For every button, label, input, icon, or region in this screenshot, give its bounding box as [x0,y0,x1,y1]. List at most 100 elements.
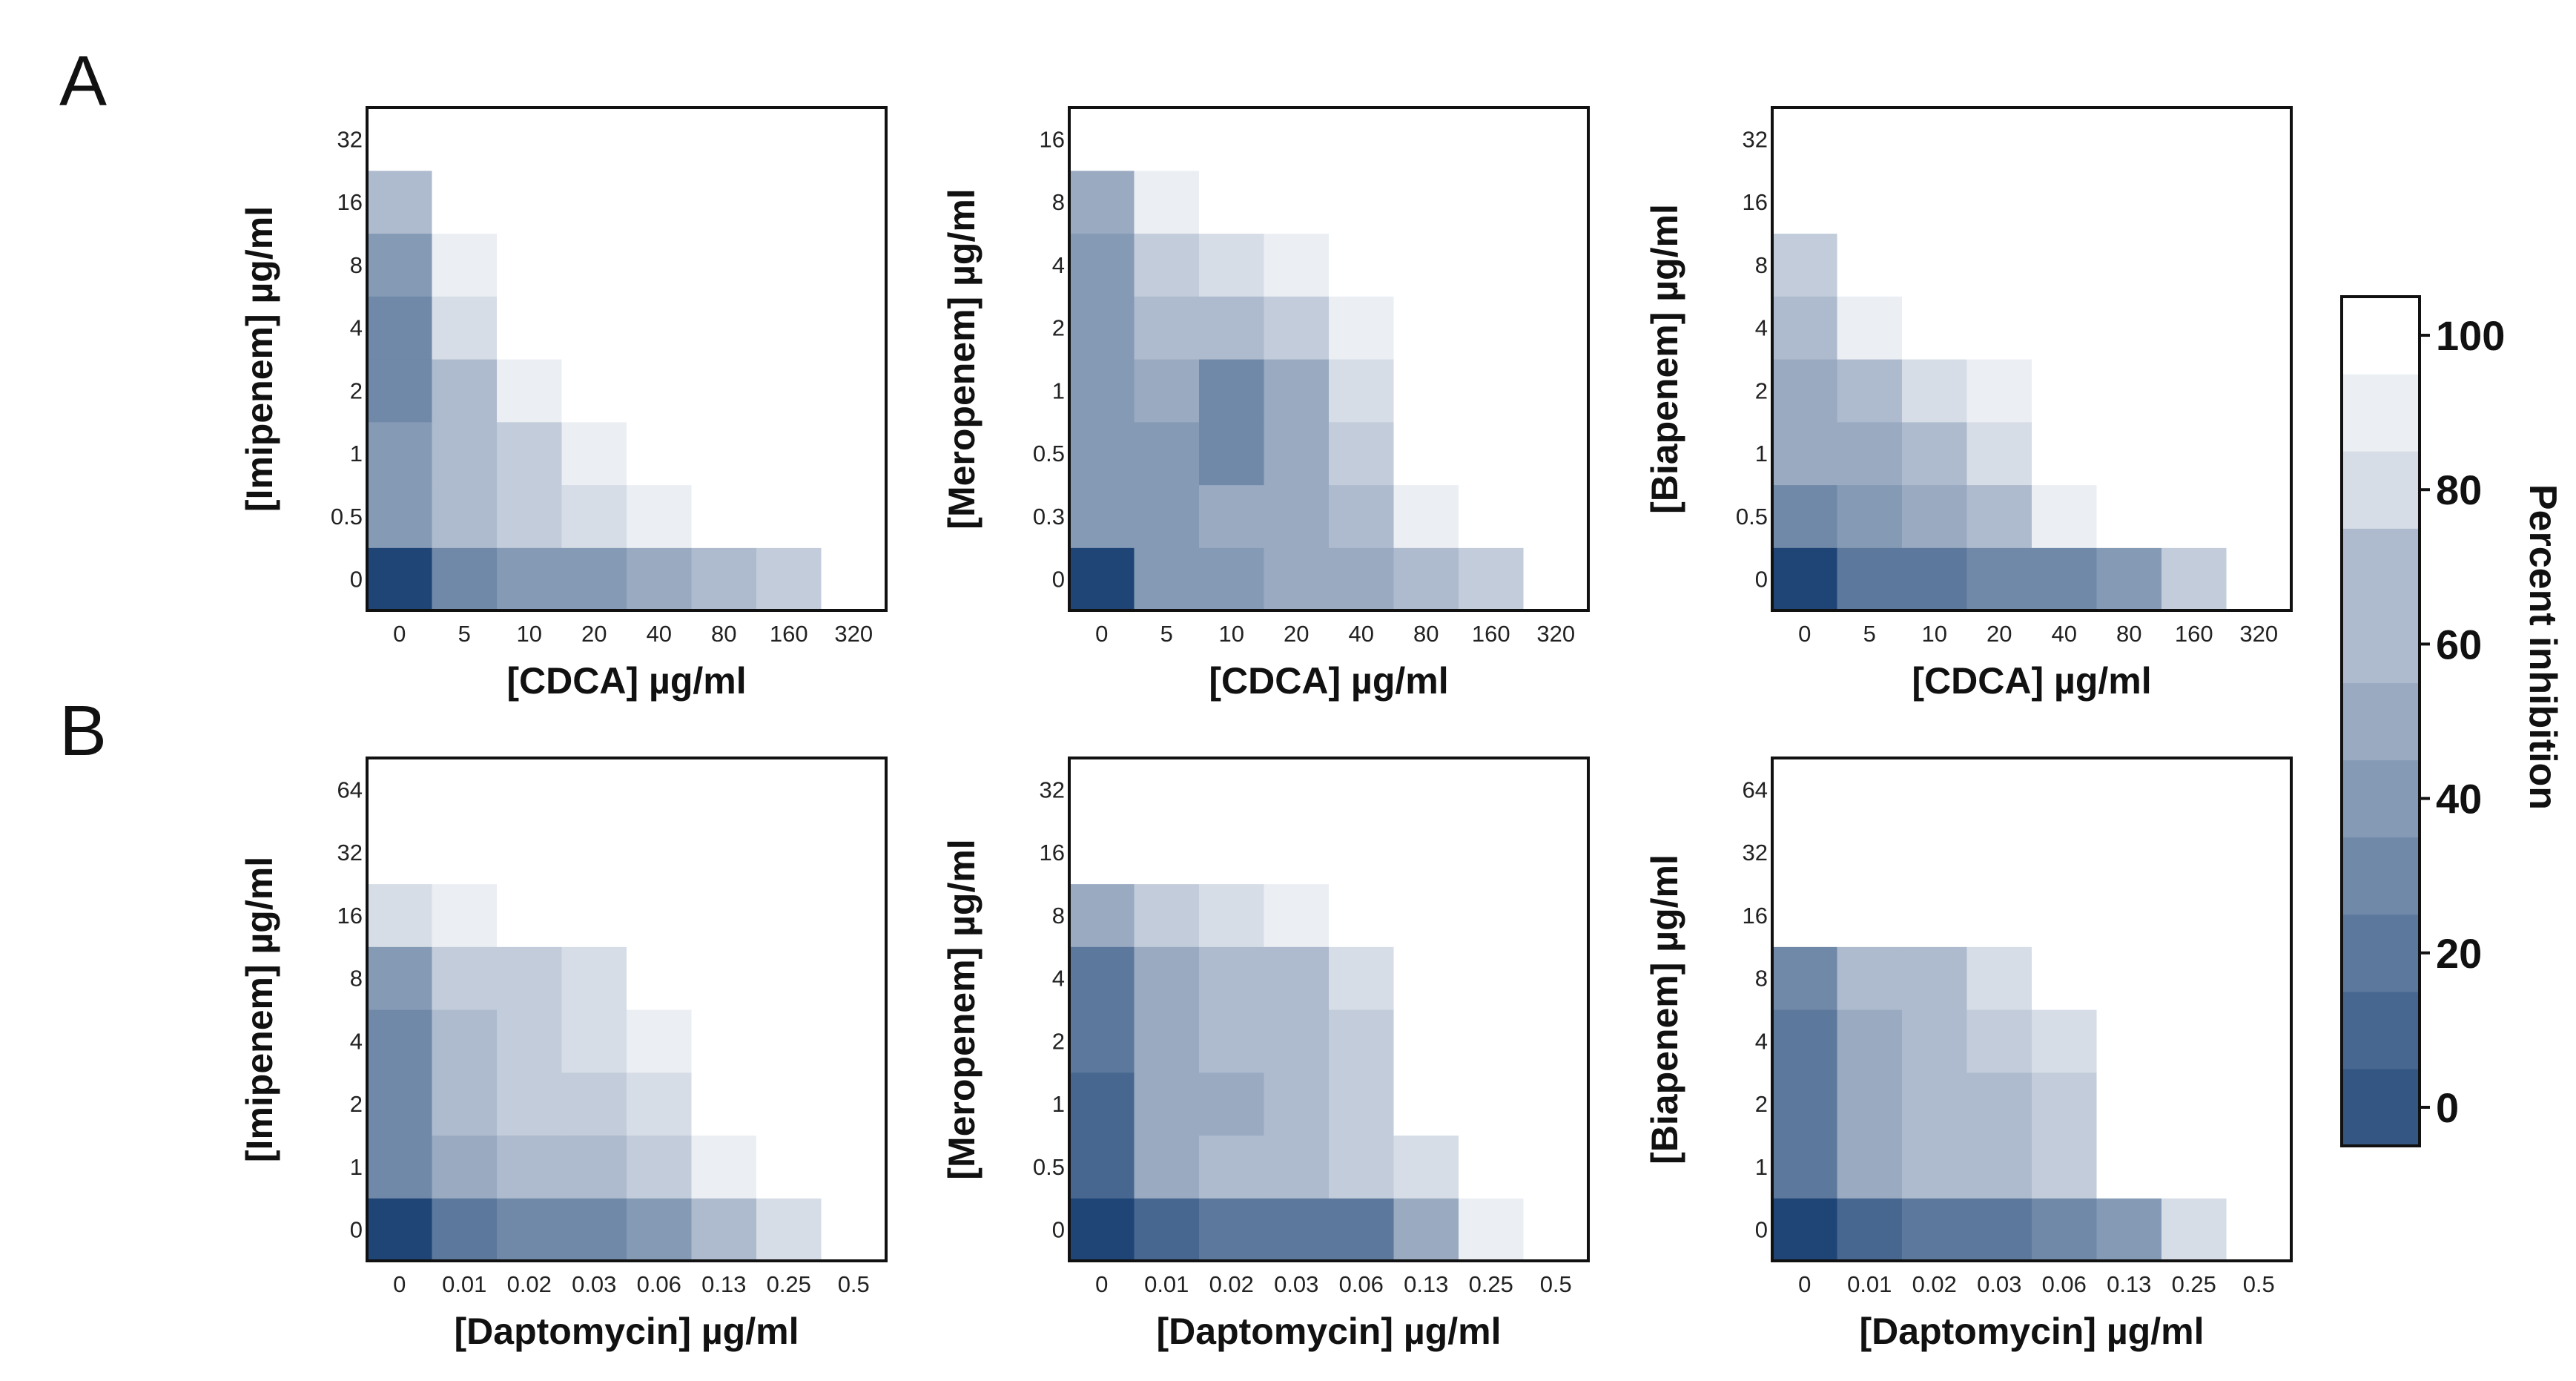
heatmap-cell [1393,883,1459,947]
heatmap-cell [1134,758,1200,822]
heatmap-cell [1069,547,1135,611]
heatmap-cell [627,233,693,297]
heatmap-cell [1523,484,1589,548]
heatmap-cell [2226,1009,2292,1073]
heatmap-cell [432,1198,498,1262]
heatmap-cell [1134,1198,1200,1262]
heatmap-cell [1902,1072,1968,1136]
heatmap-cell [1772,170,1838,234]
heatmap-cell [1902,758,1968,822]
colorbar-tick-label: 100 [2436,312,2505,359]
y-tick-label: 4 [1052,252,1065,278]
heatmap-cell [1069,359,1135,423]
heatmap-cell [756,421,822,486]
heatmap-cell [1069,108,1135,171]
heatmap-cell [1134,820,1200,885]
heatmap-cell [691,296,757,360]
heatmap-cell [1329,946,1395,1010]
heatmap-cell [1523,883,1589,947]
heatmap-cell [1393,1009,1459,1073]
y-tick-label: 16 [337,903,363,929]
heatmap-cell [1393,1135,1459,1199]
y-tick-label: 0 [1755,1217,1768,1243]
heatmap-cell [2032,1072,2098,1136]
heatmap-cell [691,1072,757,1136]
heatmap-cell [1393,547,1459,611]
heatmap-cell [367,547,433,611]
heatmap-cell [497,484,563,548]
heatmap-cell [2096,233,2162,297]
heatmap-cell [1134,359,1200,423]
heatmap-cell [2032,359,2098,423]
heatmap-cell [1069,484,1135,548]
heatmap-cell [2226,233,2292,297]
heatmap-cell [367,359,433,423]
x-tick-label: 80 [2116,621,2141,647]
heatmap-cell [627,547,693,611]
heatmap-cell [1264,946,1330,1010]
heatmap-cell [1329,359,1395,423]
heatmap-cell [1134,296,1200,360]
heatmap-cell [432,484,498,548]
x-axis-label: [Daptomycin] µg/ml [1860,1311,2205,1352]
heatmap-cell [1134,883,1200,947]
heatmap-cell [1772,1198,1838,1262]
heatmap-cell [1902,946,1968,1010]
heatmap-cell [1772,359,1838,423]
heatmap-cell [561,1072,627,1136]
heatmap-cell [2161,484,2227,548]
heatmap-cell [1069,421,1135,486]
x-tick-label: 0.25 [1469,1271,1513,1297]
heatmap-cell [367,820,433,885]
heatmap-cell [2096,108,2162,171]
x-tick-label: 320 [834,621,873,647]
heatmap-b3: 0 0.01 0.02 0.03 0.06 0.13 0.25 0.5 0 1 2 4 8 16 32 64 [… [1644,757,2293,1352]
heatmap-cell [627,1198,693,1262]
heatmap-cell [1329,758,1395,822]
heatmap-cell [691,1198,757,1262]
x-tick-label: 40 [1349,621,1374,647]
heatmap-cell [497,1135,563,1199]
panel-letter-b: B [59,691,107,771]
heatmap-cell [756,1009,822,1073]
heatmap-cell [1966,547,2032,611]
colorbar: 0 20 40 60 80 100 Percent inhibition [2340,295,2564,1147]
x-tick-label: 40 [2052,621,2077,647]
heatmap-cell [1902,296,1968,360]
heatmap-cell [1837,484,1903,548]
x-tick-label: 160 [1472,621,1510,647]
x-tick-label: 20 [581,621,607,647]
x-tick-label: 0.06 [2042,1271,2087,1297]
x-axis-label: [CDCA] µg/ml [506,660,746,702]
heatmap-cell [821,233,887,297]
x-tick-label: 5 [458,621,471,647]
heatmap-cell [1199,946,1265,1010]
y-tick-label: 0.5 [331,504,363,530]
heatmap-cell [821,296,887,360]
x-axis-label: [Daptomycin] µg/ml [455,1311,799,1352]
heatmap-cell [2226,359,2292,423]
heatmap-cell [561,359,627,423]
heatmap-cell [1523,547,1589,611]
heatmap-cell [1199,1198,1265,1262]
heatmap-cell [432,1009,498,1073]
y-tick-label: 32 [1743,126,1768,152]
heatmap-cell [1134,946,1200,1010]
heatmap-cell [2032,758,2098,822]
y-tick-label: 16 [1040,126,1065,152]
heatmap-cell [1393,1072,1459,1136]
heatmap-cell [2096,484,2162,548]
x-tick-label: 80 [1413,621,1439,647]
y-tick-label: 0 [1052,1217,1065,1243]
y-tick-label: 2 [1755,378,1768,403]
heatmap-cell [1902,1198,1968,1262]
heatmap-cell [1264,484,1330,548]
x-tick-label: 0.13 [2107,1271,2151,1297]
heatmap-cell [1772,758,1838,822]
heatmap-cell [1134,421,1200,486]
heatmap-a3: 0 5 10 20 40 80 160 320 0 0.5 1 2 4 8 16 32 [CDCA] µg/ml… [1644,106,2293,702]
heatmap-cell [756,946,822,1010]
heatmap-cell [1264,108,1330,171]
heatmap-cell [2032,421,2098,486]
heatmap-cell [1966,170,2032,234]
